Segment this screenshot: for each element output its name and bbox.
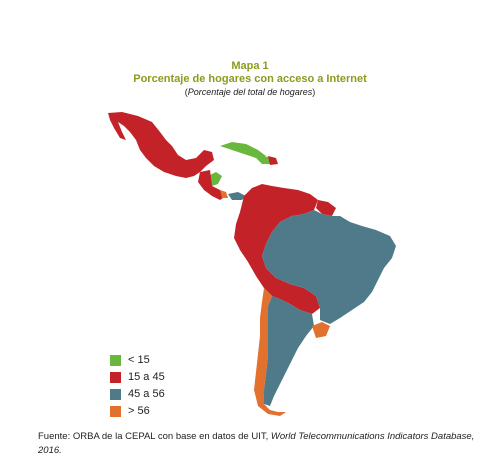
region-central-america-red bbox=[198, 170, 226, 200]
map-subtitle: (Porcentaje del total de hogares) bbox=[184, 87, 316, 97]
region-panama bbox=[228, 192, 246, 200]
region-brazil bbox=[262, 210, 396, 324]
region-mexico bbox=[108, 112, 214, 178]
region-north-south-america-red bbox=[234, 184, 320, 314]
legend-label: < 15 bbox=[128, 354, 150, 366]
map-title: Porcentaje de hogares con acceso a Inter… bbox=[133, 73, 367, 85]
legend-item: > 56 bbox=[110, 403, 165, 419]
region-dominican-republic bbox=[268, 156, 278, 165]
region-hispaniola bbox=[256, 156, 272, 164]
region-costa-rica bbox=[220, 190, 228, 198]
legend-swatch bbox=[110, 388, 121, 400]
legend-swatch bbox=[110, 405, 121, 417]
legend-swatch bbox=[110, 354, 121, 366]
region-argentina bbox=[264, 296, 314, 406]
legend-item: 45 a 56 bbox=[110, 386, 165, 402]
source-note: Fuente: ORBA de la CEPAL con base en dat… bbox=[38, 430, 478, 458]
legend: < 15 15 a 45 45 a 56 > 56 bbox=[110, 352, 165, 420]
map-label: Mapa 1 bbox=[231, 60, 269, 72]
map-subtitle-text: Porcentaje del total de hogares bbox=[187, 87, 313, 97]
legend-swatch bbox=[110, 371, 121, 383]
region-guianas bbox=[316, 200, 336, 216]
region-chile bbox=[254, 288, 286, 416]
source-prefix: Fuente: ORBA de la CEPAL con base en dat… bbox=[38, 431, 271, 442]
region-uruguay bbox=[312, 322, 330, 338]
legend-label: 45 a 56 bbox=[128, 388, 165, 400]
region-cuba bbox=[220, 142, 266, 158]
legend-label: > 56 bbox=[128, 405, 150, 417]
source-italic: World Telecommunications Indicators Data… bbox=[38, 431, 475, 456]
legend-item: 15 a 45 bbox=[110, 369, 165, 385]
legend-item: < 15 bbox=[110, 352, 165, 368]
title-block: Mapa 1 Porcentaje de hogares con acceso … bbox=[0, 60, 500, 99]
legend-label: 15 a 45 bbox=[128, 371, 165, 383]
